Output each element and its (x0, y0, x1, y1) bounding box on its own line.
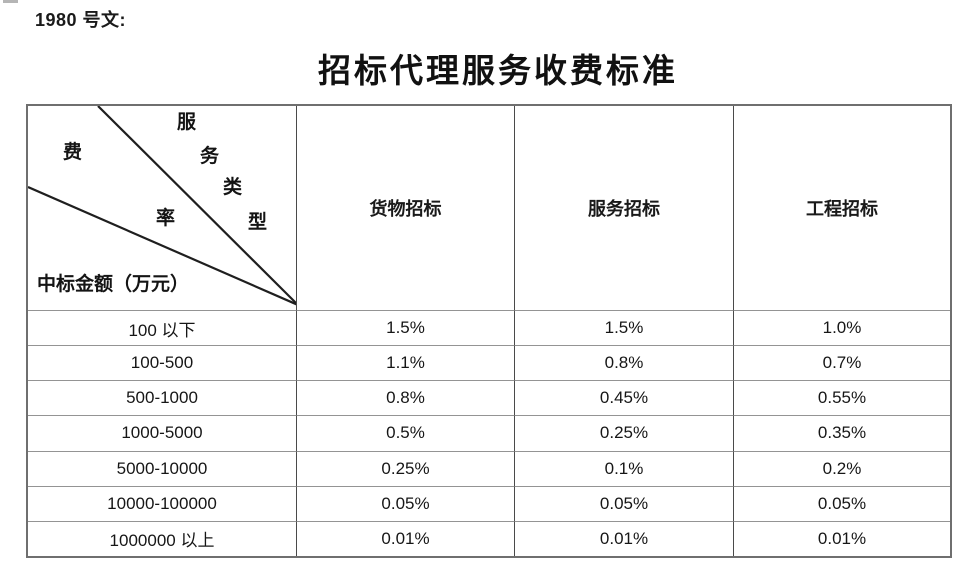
row-range-label: 1000000 以上 (28, 520, 296, 556)
column-header-works-bidding: 工程招标 (733, 106, 950, 310)
row-range-label: 100-500 (28, 345, 296, 380)
corner-service-type-char: 类 (223, 177, 243, 198)
rate-cell: 0.35% (733, 415, 950, 451)
document-number: 1980 号文: (35, 10, 127, 30)
rate-cell: 1.5% (514, 310, 733, 346)
row-range-label: 100 以下 (28, 310, 296, 345)
corner-header-cell: 费 率 服 务 类 型 中标金额（万元） (28, 106, 296, 310)
corner-fee-rate-char: 费 (63, 142, 83, 163)
page-title: 招标代理服务收费标准 (318, 54, 678, 90)
fee-table-grid: 费 率 服 务 类 型 中标金额（万元） 货物招标 服务招标 工程招标 100 … (28, 106, 950, 556)
corner-service-type-char: 服 (177, 112, 197, 133)
fee-standard-table: 费 率 服 务 类 型 中标金额（万元） 货物招标 服务招标 工程招标 100 … (26, 104, 952, 558)
rate-cell: 0.25% (514, 415, 733, 451)
row-range-label: 500-1000 (28, 380, 296, 415)
row-range-label: 1000-5000 (28, 415, 296, 450)
rate-cell: 0.25% (296, 450, 514, 486)
amount-axis-label: 中标金额（万元） (37, 274, 190, 295)
rate-cell: 0.8% (296, 380, 514, 416)
rate-cell: 0.05% (514, 485, 733, 521)
page-edge-artifact (3, 0, 18, 3)
rate-cell: 0.01% (296, 520, 514, 556)
rate-cell: 0.45% (514, 380, 733, 416)
column-header-service-bidding: 服务招标 (514, 106, 733, 310)
rate-cell: 1.5% (296, 310, 514, 346)
rate-cell: 0.01% (514, 520, 733, 556)
rate-cell: 0.2% (733, 450, 950, 486)
rate-cell: 0.01% (733, 520, 950, 556)
rate-cell: 0.05% (296, 485, 514, 521)
rate-cell: 0.7% (733, 345, 950, 381)
rate-cell: 0.05% (733, 485, 950, 521)
rate-cell: 0.1% (514, 450, 733, 486)
rate-cell: 1.1% (296, 345, 514, 381)
diagonal-divider-lines (28, 106, 296, 306)
rate-cell: 0.55% (733, 380, 950, 416)
row-range-label: 5000-10000 (28, 450, 296, 486)
corner-service-type-char: 务 (200, 146, 220, 167)
corner-service-type-char: 型 (248, 212, 268, 233)
row-range-label: 10000-100000 (28, 485, 296, 521)
corner-fee-rate-char: 率 (156, 208, 176, 229)
rate-cell: 1.0% (733, 310, 950, 346)
rate-cell: 0.8% (514, 345, 733, 381)
column-header-goods-bidding: 货物招标 (296, 106, 514, 310)
rate-cell: 0.5% (296, 415, 514, 451)
